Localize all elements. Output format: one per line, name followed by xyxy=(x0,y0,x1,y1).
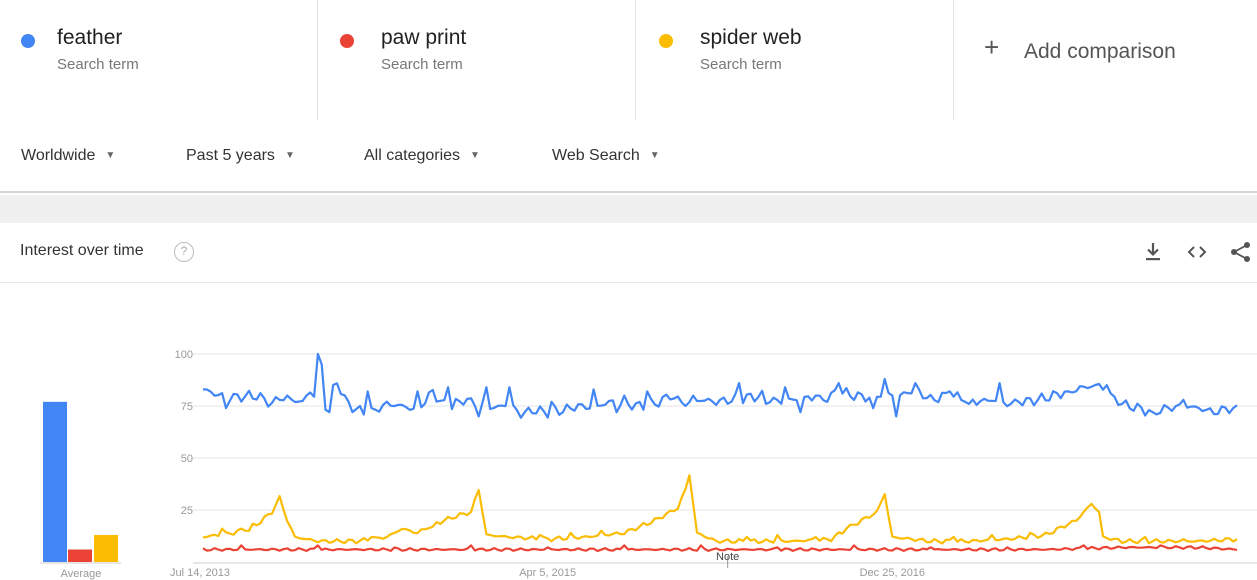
term-name[interactable]: spider web xyxy=(700,26,802,49)
term-card-paw-print[interactable]: paw print Search term xyxy=(318,0,636,120)
x-tick-label: Dec 25, 2016 xyxy=(860,567,925,579)
embed-icon[interactable] xyxy=(1185,239,1209,265)
chevron-down-icon: ▼ xyxy=(649,150,660,161)
term-card-spider-web[interactable]: spider web Search term xyxy=(636,0,954,120)
term-name[interactable]: paw print xyxy=(381,26,467,49)
search-type-value: Web Search xyxy=(552,147,640,164)
average-bar-spider-web xyxy=(94,534,118,562)
region-dropdown[interactable]: Worldwide ▼ xyxy=(21,147,115,165)
help-icon[interactable]: ? xyxy=(174,242,194,262)
average-bar-paw-print xyxy=(68,549,92,562)
term-subtitle: Search term xyxy=(381,56,463,73)
plus-icon: + xyxy=(984,32,1000,62)
y-tick-label: 100 xyxy=(175,349,193,361)
series-line-paw-print xyxy=(202,544,1238,553)
y-tick-label: 25 xyxy=(181,505,193,517)
chevron-down-icon: ▼ xyxy=(105,150,116,161)
average-label: Average xyxy=(61,568,102,580)
average-bar-feather xyxy=(43,401,67,562)
interest-over-time-title: Interest over time xyxy=(20,242,144,259)
spider-web-color-dot xyxy=(659,34,673,48)
search-type-dropdown[interactable]: Web Search ▼ xyxy=(552,147,660,165)
y-tick-label: 50 xyxy=(181,453,193,465)
term-subtitle: Search term xyxy=(700,56,782,73)
add-comparison-button[interactable]: + Add comparison xyxy=(954,0,1257,120)
category-value: All categories xyxy=(364,147,461,164)
download-icon[interactable] xyxy=(1141,239,1165,265)
series-line-feather xyxy=(202,352,1238,419)
note-label: Note xyxy=(716,551,739,563)
y-tick-label: 75 xyxy=(181,401,193,413)
chevron-down-icon: ▼ xyxy=(470,150,480,161)
term-name[interactable]: feather xyxy=(57,26,123,49)
section-separator xyxy=(0,195,1257,223)
term-card-feather[interactable]: feather Search term xyxy=(0,0,318,120)
time-range-value: Past 5 years xyxy=(186,147,275,164)
paw-print-color-dot xyxy=(340,34,354,48)
region-value: Worldwide xyxy=(21,147,96,164)
term-subtitle: Search term xyxy=(57,56,139,73)
card-divider xyxy=(0,282,1257,283)
time-range-dropdown[interactable]: Past 5 years ▼ xyxy=(186,147,295,165)
search-terms-bar: feather Search term paw print Search ter… xyxy=(0,0,1257,120)
add-comparison-label: Add comparison xyxy=(1024,40,1176,63)
x-tick-label: Apr 5, 2015 xyxy=(519,567,576,579)
x-tick-label: Jul 14, 2013 xyxy=(170,567,230,579)
chevron-down-icon: ▼ xyxy=(284,150,295,161)
series-line-spider-web xyxy=(202,474,1238,545)
share-icon[interactable] xyxy=(1228,239,1252,265)
interest-over-time-chart: 100 75 50 25 Jul 14, 2013 Apr 5, 2015 Dec 25, … xyxy=(40,349,1257,580)
filter-bar: Worldwide ▼ Past 5 years ▼ All categories ▼… xyxy=(0,121,1257,193)
category-dropdown[interactable]: All categories ▼ xyxy=(364,147,480,165)
feather-color-dot xyxy=(21,34,35,48)
